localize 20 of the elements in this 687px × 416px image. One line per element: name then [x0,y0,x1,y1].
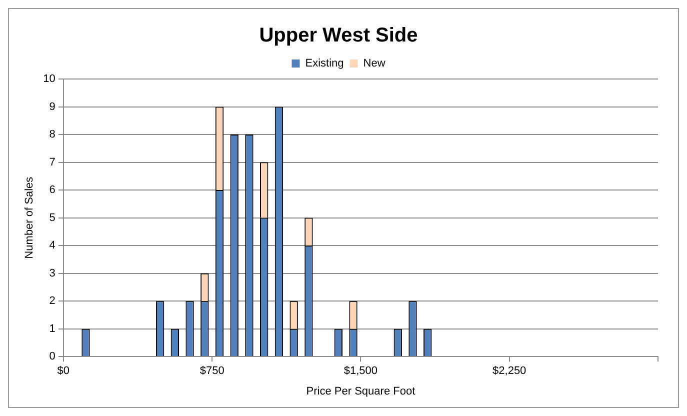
x-tick-label: $1,500 [344,365,378,378]
y-tick-label: 4 [49,240,56,252]
legend-label: Existing [305,58,344,70]
y-tick-label: 7 [49,156,56,168]
y-tick-label: 6 [49,184,56,196]
x-tick-label: $2,250 [492,365,526,378]
y-tick-label: 0 [49,350,56,363]
y-tick-label: 1 [49,322,56,335]
y-tick-label: 9 [49,100,56,113]
y-tick-label: 5 [49,212,56,224]
y-tick-label: 2 [49,295,56,308]
y-tick-label: 8 [49,128,56,141]
x-axis-title: Price Per Square Foot [306,385,416,398]
x-tick-label: $0 [57,365,70,378]
y-tick-label: 3 [49,267,56,280]
y-tick-label: 10 [43,73,56,86]
x-tick-label: $750 [200,365,224,378]
y-axis-title: Number of Sales [24,176,36,259]
chart-title: Upper West Side [259,24,418,47]
legend-label: New [363,58,386,70]
